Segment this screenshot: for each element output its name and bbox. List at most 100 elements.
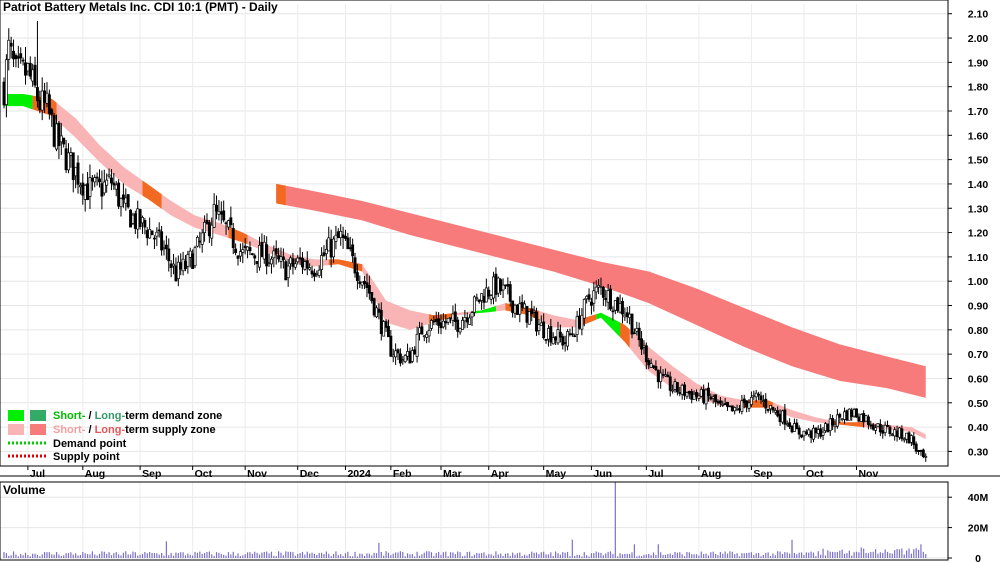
candle-body xyxy=(277,255,281,260)
candle-body xyxy=(668,376,672,391)
candle-body xyxy=(95,176,99,179)
candle-body xyxy=(716,400,720,404)
candle-body xyxy=(649,363,653,368)
candle-body xyxy=(100,183,104,197)
candle-body xyxy=(790,425,794,433)
candle-body xyxy=(102,181,106,194)
candle-body xyxy=(544,339,548,341)
candle-body xyxy=(289,257,292,265)
candle-body xyxy=(797,427,801,435)
candle-body xyxy=(327,237,331,252)
candle-body xyxy=(45,92,49,104)
candle-body xyxy=(475,297,479,300)
candle-body xyxy=(191,253,195,270)
candle-body xyxy=(752,394,756,397)
candle-body xyxy=(821,431,825,436)
candle-body xyxy=(138,209,142,228)
candle-body xyxy=(542,321,546,339)
candle-body xyxy=(745,400,749,408)
candle-body xyxy=(434,318,438,322)
candle-body xyxy=(317,269,321,276)
candle-body xyxy=(883,424,887,433)
candle-body xyxy=(164,244,168,250)
candle-body xyxy=(499,279,503,292)
candle-body xyxy=(709,396,713,400)
candle-body xyxy=(898,427,901,438)
candle-body xyxy=(472,296,476,313)
candle-body xyxy=(807,429,811,435)
candle-body xyxy=(372,298,376,316)
candle-body xyxy=(878,423,882,433)
candle-body xyxy=(62,137,66,145)
candle-body xyxy=(504,284,507,287)
candle-body xyxy=(117,182,121,207)
candle-body xyxy=(535,311,538,332)
candle-body xyxy=(16,56,20,59)
volume-label: Volume xyxy=(3,483,46,497)
candle-body xyxy=(391,354,395,358)
price-tick-label: 0.50 xyxy=(968,398,989,410)
candle-body xyxy=(578,315,581,329)
candle-body xyxy=(145,230,149,239)
candle-body xyxy=(802,430,806,437)
candle-body xyxy=(769,405,772,410)
candle-body xyxy=(243,245,247,249)
candle-body xyxy=(704,389,708,405)
candle-body xyxy=(814,427,818,434)
candle-body xyxy=(730,405,734,412)
candle-body xyxy=(150,230,154,236)
candle-body xyxy=(640,338,644,350)
month-label: Oct xyxy=(806,468,824,480)
candle-body xyxy=(205,220,209,224)
candle-body xyxy=(81,182,85,196)
candle-body xyxy=(733,407,737,412)
candle-body xyxy=(227,220,230,228)
candle-body xyxy=(422,335,426,338)
candle-body xyxy=(587,294,591,300)
candle-body xyxy=(274,248,278,255)
price-tick-label: 2.00 xyxy=(968,33,989,45)
candle-body xyxy=(742,398,746,404)
candle-body xyxy=(666,374,670,378)
candle-body xyxy=(804,431,808,435)
month-label: Jul xyxy=(648,468,663,480)
candle-body xyxy=(215,204,218,212)
candle-body xyxy=(12,50,16,60)
candle-body xyxy=(561,336,565,346)
candle-body xyxy=(461,319,464,330)
candle-body xyxy=(363,280,367,284)
candle-body xyxy=(198,240,202,243)
candle-body xyxy=(886,425,889,427)
candle-body xyxy=(563,342,567,344)
candle-body xyxy=(339,230,343,238)
candle-body xyxy=(847,408,851,421)
candle-body xyxy=(864,415,868,422)
candle-body xyxy=(269,258,273,265)
candle-body xyxy=(195,237,199,247)
candle-body xyxy=(726,401,729,407)
candle-body xyxy=(489,295,493,300)
candle-body xyxy=(76,162,80,185)
candle-body xyxy=(131,214,135,224)
candle-body xyxy=(893,429,897,437)
candle-body xyxy=(136,208,140,230)
month-label: Jul xyxy=(30,468,45,480)
candle-body xyxy=(606,290,610,303)
candle-body xyxy=(496,277,500,294)
candle-body xyxy=(148,229,152,239)
price-tick-label: 1.70 xyxy=(968,106,989,118)
price-tick-label: 1.80 xyxy=(968,82,989,94)
candle-body xyxy=(401,359,405,361)
candle-body xyxy=(74,166,78,177)
candle-body xyxy=(513,304,517,314)
legend: Short- / Long-term demand zone Short- / … xyxy=(8,410,222,463)
candle-body xyxy=(728,405,732,408)
candle-body xyxy=(420,326,424,335)
candle-body xyxy=(866,416,870,425)
legend-short-demand-swatch xyxy=(8,410,24,421)
candle-body xyxy=(671,389,675,392)
candle-body xyxy=(403,355,407,363)
candle-body xyxy=(706,387,710,397)
candle-body xyxy=(909,435,913,443)
candle-body xyxy=(315,273,319,275)
